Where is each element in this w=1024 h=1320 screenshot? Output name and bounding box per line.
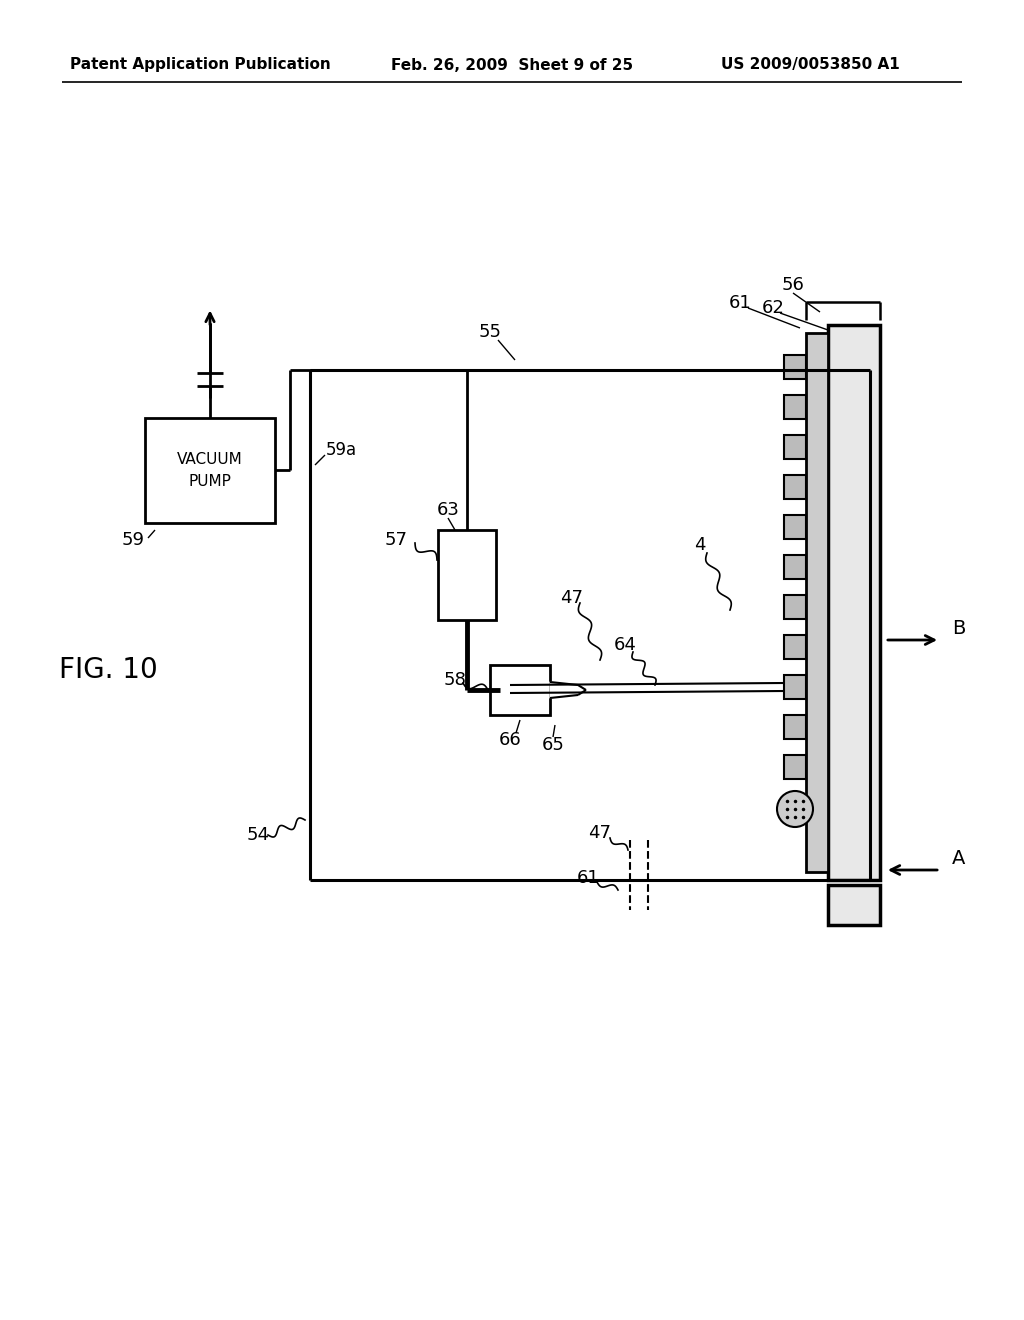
Bar — [784, 554, 806, 579]
Text: Feb. 26, 2009  Sheet 9 of 25: Feb. 26, 2009 Sheet 9 of 25 — [391, 58, 633, 73]
Text: A: A — [952, 849, 966, 867]
Text: 57: 57 — [385, 531, 408, 549]
Bar — [784, 715, 806, 739]
Text: 63: 63 — [436, 502, 460, 519]
Text: 58: 58 — [443, 671, 467, 689]
Text: Patent Application Publication: Patent Application Publication — [70, 58, 331, 73]
Text: 59a: 59a — [326, 441, 357, 459]
Bar — [784, 475, 806, 499]
Text: 64: 64 — [613, 636, 637, 653]
Bar — [438, 531, 496, 620]
Bar — [806, 333, 828, 873]
Bar — [784, 436, 806, 459]
Text: 66: 66 — [499, 731, 521, 748]
Bar — [784, 515, 806, 539]
Text: 65: 65 — [542, 737, 564, 754]
Bar — [828, 884, 880, 925]
Text: 54: 54 — [247, 826, 269, 843]
Text: 61: 61 — [577, 869, 599, 887]
Text: B: B — [952, 619, 966, 638]
Bar — [784, 635, 806, 659]
Text: 61: 61 — [729, 294, 752, 312]
Text: 56: 56 — [781, 276, 805, 294]
Bar — [784, 675, 806, 700]
Text: US 2009/0053850 A1: US 2009/0053850 A1 — [721, 58, 899, 73]
Bar — [784, 755, 806, 779]
Text: 59: 59 — [122, 531, 145, 549]
Text: 47: 47 — [560, 589, 584, 607]
Bar — [828, 325, 880, 880]
Text: 55: 55 — [478, 323, 502, 341]
Circle shape — [777, 791, 813, 828]
Text: 4: 4 — [694, 536, 706, 554]
Text: 62: 62 — [762, 300, 784, 317]
Polygon shape — [550, 682, 586, 698]
Text: PUMP: PUMP — [188, 474, 231, 490]
Text: 47: 47 — [589, 824, 611, 842]
Text: FIG. 10: FIG. 10 — [58, 656, 158, 684]
Bar — [784, 355, 806, 379]
Bar — [784, 395, 806, 418]
Bar — [784, 595, 806, 619]
Bar — [145, 417, 275, 523]
Bar — [490, 665, 550, 715]
Text: VACUUM: VACUUM — [177, 453, 243, 467]
